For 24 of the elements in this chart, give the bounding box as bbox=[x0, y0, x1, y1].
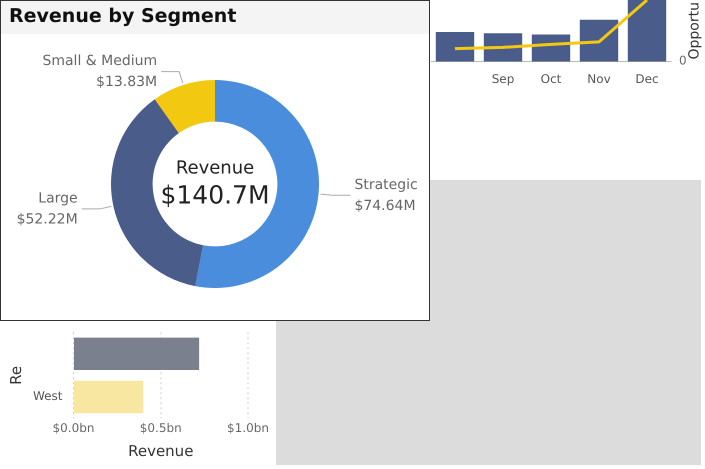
x-tick-label: Dec bbox=[635, 72, 659, 86]
x-tick-label: $1.0bn bbox=[227, 420, 269, 435]
slice-label: Strategic bbox=[354, 176, 418, 193]
slice-label: Small & Medium bbox=[42, 53, 158, 70]
y-tick-label: West bbox=[32, 389, 63, 404]
y2-axis-title: Opportu bbox=[686, 2, 703, 60]
chart-title: Revenue by Segment bbox=[1, 1, 429, 34]
y-axis-title: Re bbox=[6, 366, 25, 385]
data-label: $13.83M bbox=[96, 74, 158, 90]
x-tick-label: $0.5bn bbox=[140, 420, 182, 435]
data-label: $74.64M bbox=[354, 198, 416, 214]
bar bbox=[580, 20, 618, 62]
data-label: $52.22M bbox=[16, 212, 78, 228]
slice-label: Large bbox=[38, 190, 78, 207]
bar bbox=[628, 0, 666, 62]
x-tick-label: $0.0bn bbox=[52, 420, 94, 435]
bar bbox=[436, 32, 474, 62]
text: $140.7M bbox=[160, 180, 270, 210]
x-tick-label: Nov bbox=[587, 72, 611, 86]
annotation: 0 bbox=[679, 54, 687, 68]
x-tick-label: Oct bbox=[540, 72, 562, 86]
text: Revenue bbox=[176, 158, 254, 179]
x-tick-label: Sep bbox=[492, 72, 514, 86]
x-axis-title: Revenue bbox=[128, 442, 194, 460]
